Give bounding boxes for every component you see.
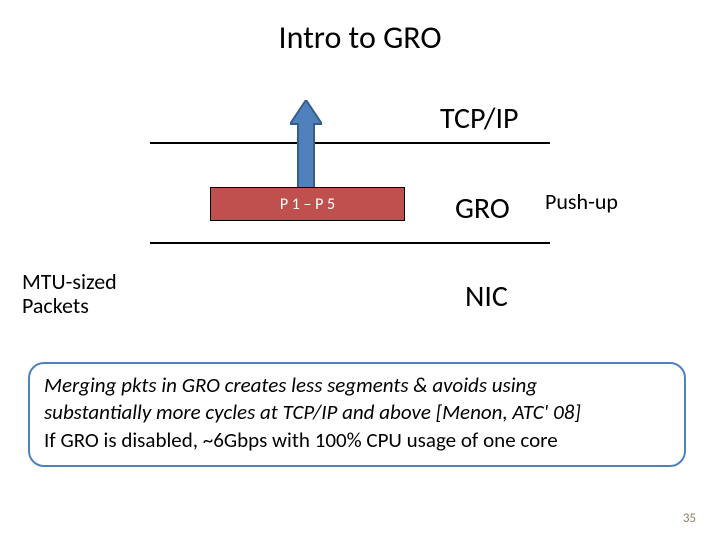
- page-number: 35: [683, 511, 696, 526]
- note-line-3: If GRO is disabled, ~6Gbps with 100% CPU…: [44, 427, 670, 454]
- mtu-line1: MTU-sized: [22, 268, 117, 295]
- note-line-1: Merging pkts in GRO creates less segment…: [44, 372, 670, 399]
- merged-packet-box: P 1 – P 5: [210, 187, 405, 221]
- divider-top: [150, 142, 550, 144]
- packet-label: P 1 – P 5: [280, 195, 335, 214]
- slide-title: Intro to GRO: [0, 18, 720, 57]
- note-line-2: substantially more cycles at TCP/IP and …: [44, 399, 670, 426]
- push-up-arrow-icon: [290, 100, 322, 188]
- mtu-caption: MTU-sized Packets: [22, 270, 117, 318]
- nic-layer-label: NIC: [465, 278, 508, 315]
- mtu-line2: Packets: [22, 292, 89, 319]
- tcpip-layer-label: TCP/IP: [440, 100, 519, 137]
- note-callout: Merging pkts in GRO creates less segment…: [28, 362, 686, 467]
- push-up-text: Push-up: [545, 188, 618, 215]
- gro-layer-label: GRO: [455, 190, 510, 227]
- divider-bottom: [150, 242, 550, 244]
